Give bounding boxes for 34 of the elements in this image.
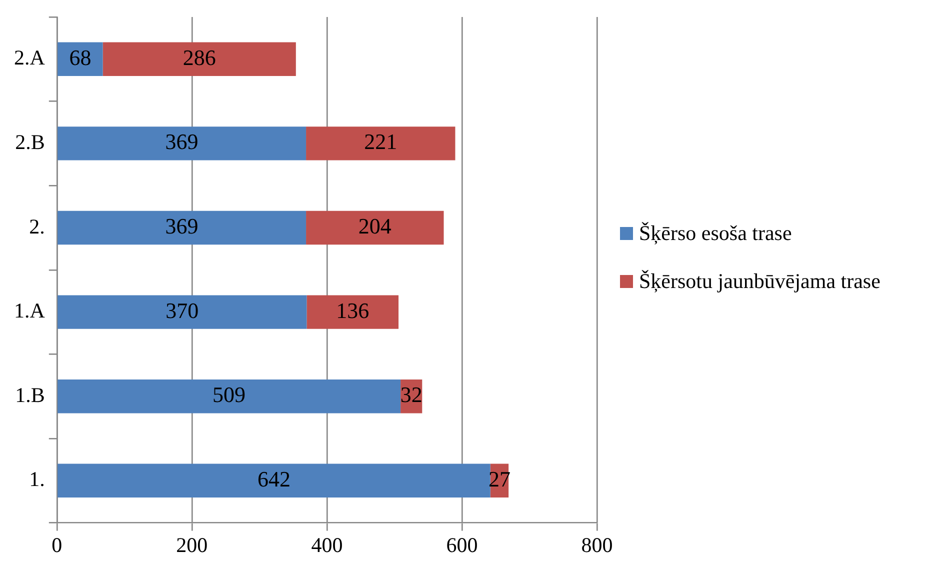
bar	[306, 210, 444, 245]
y-tick-label: 1.	[29, 467, 45, 492]
y-tick-label: 1.A	[14, 298, 46, 323]
x-tick-label: 400	[311, 532, 343, 557]
bar	[306, 126, 456, 160]
data-label: 204	[358, 214, 392, 239]
data-label: 370	[166, 298, 199, 323]
data-label: 68	[69, 44, 92, 70]
bar	[58, 126, 306, 160]
legend-label: Šķērso esoša trase	[639, 220, 792, 246]
y-tick-label: 2.	[29, 214, 45, 238]
data-label: 286	[182, 44, 216, 70]
data-label: 136	[336, 298, 370, 323]
x-tick-label: 800	[581, 532, 613, 557]
bar	[58, 42, 103, 76]
bar	[58, 379, 401, 414]
data-label: 32	[400, 382, 422, 408]
bar	[102, 42, 296, 76]
data-label: 369	[165, 129, 198, 154]
bar	[58, 295, 307, 329]
data-label: 369	[165, 214, 198, 239]
x-tick-label: 200	[176, 532, 208, 557]
y-tick-label: 2.A	[14, 46, 46, 70]
y-tick-label: 2.B	[15, 130, 45, 154]
legend-label: Šķērsotu jaunbūvējama trase	[639, 268, 880, 294]
data-label: 221	[364, 129, 398, 154]
bar	[58, 464, 490, 498]
bar	[306, 295, 399, 329]
x-tick-label: 0	[52, 532, 62, 557]
y-tick-label: 1.B	[15, 382, 45, 407]
data-label: 509	[212, 382, 246, 408]
x-tick-label: 600	[446, 532, 478, 557]
data-label: 642	[257, 466, 290, 492]
bar	[58, 210, 306, 245]
